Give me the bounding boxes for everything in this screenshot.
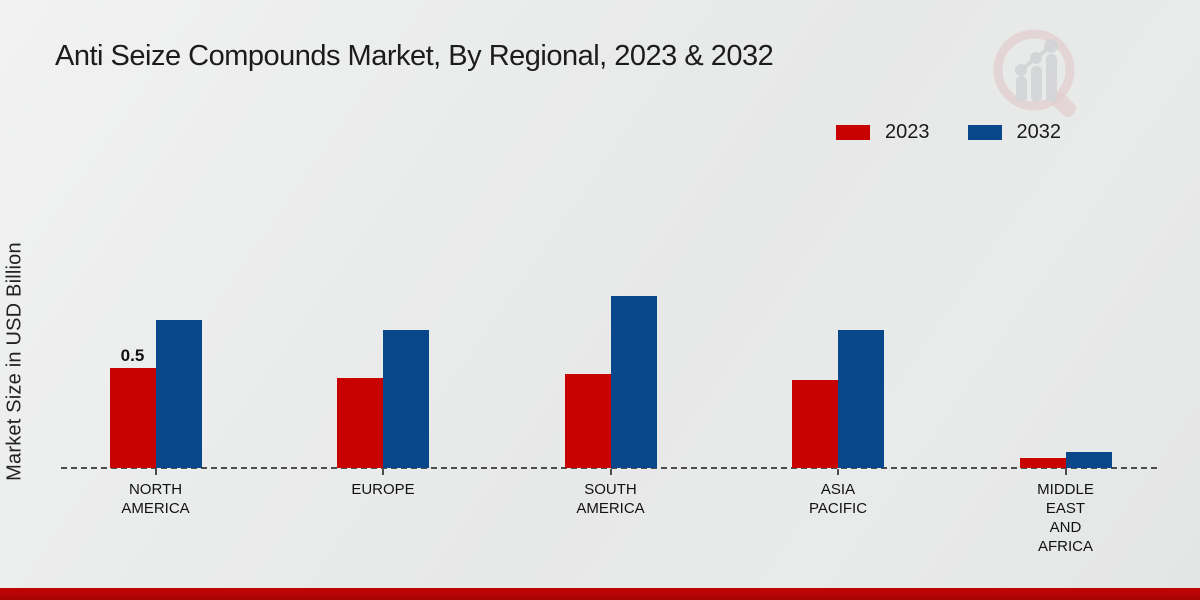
legend-label-2032: 2032 xyxy=(1016,121,1062,143)
x-axis-label-north-america: NORTH AMERICA xyxy=(121,481,190,517)
x-axis-tick-middle-east-and-africa xyxy=(1064,469,1067,475)
legend-item-2023: 2023 xyxy=(836,121,930,144)
footer-accent-bar xyxy=(0,588,1200,600)
x-axis-tick-asia-pacific xyxy=(837,469,839,475)
x-axis-baseline xyxy=(61,467,1157,469)
magnifier-chart-logo-icon xyxy=(993,29,1076,117)
legend-label-2023: 2023 xyxy=(885,121,930,143)
bar-value-label: 0.5 xyxy=(120,346,145,365)
bar-2032-europe xyxy=(383,330,429,468)
legend-item-2032: 2032 xyxy=(967,121,1062,144)
x-axis-tick-south-america xyxy=(609,469,612,475)
chart-title: Anti Seize Compounds Market, By Regional… xyxy=(55,40,774,72)
x-axis-label-middle-east-and-africa: MIDDLE EAST AND AFRICA xyxy=(1037,481,1094,555)
x-axis-tick-north-america xyxy=(154,469,157,475)
bar-2023-europe xyxy=(337,378,383,468)
bar-2032-south-america xyxy=(610,296,657,468)
x-axis-label-asia-pacific: ASIA PACIFIC xyxy=(808,481,868,517)
bar-2023-middle-east-and-africa xyxy=(1019,458,1066,468)
bar-2023-north-america xyxy=(109,368,156,468)
x-axis-label-europe: EUROPE xyxy=(351,481,415,498)
bar-2032-asia-pacific xyxy=(838,330,884,468)
legend-swatch-2023 xyxy=(836,125,870,140)
bar-2032-middle-east-and-africa xyxy=(1065,452,1112,468)
x-axis-label-south-america: SOUTH AMERICA xyxy=(576,481,645,517)
x-axis-tick-europe xyxy=(382,469,384,475)
bar-2023-asia-pacific xyxy=(792,380,838,468)
bar-2023-south-america xyxy=(564,374,611,468)
legend: 2023 2032 xyxy=(836,121,1061,144)
bar-2032-north-america xyxy=(155,320,202,468)
legend-swatch-2032 xyxy=(967,125,1002,140)
